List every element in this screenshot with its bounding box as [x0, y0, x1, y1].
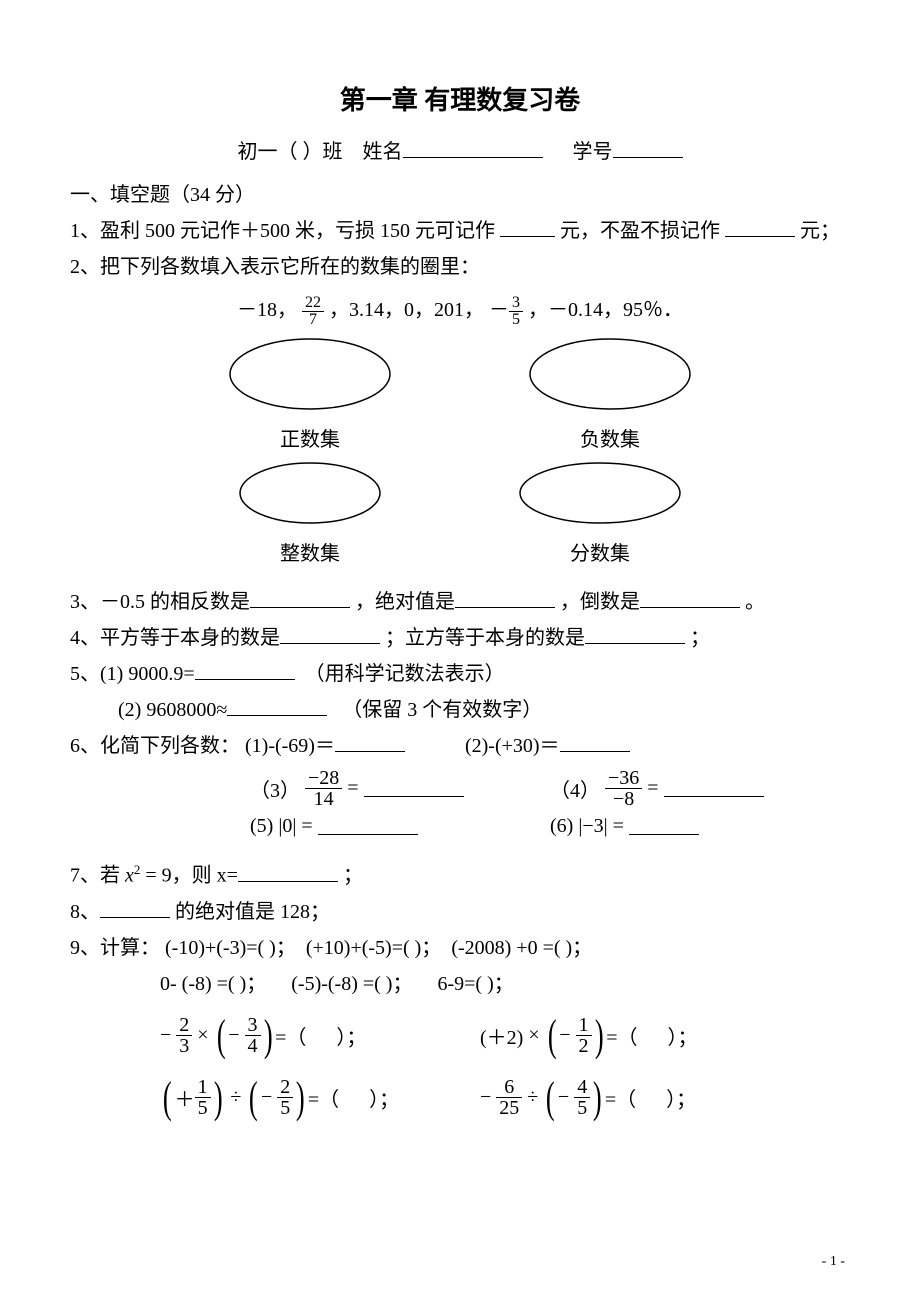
q7-blank[interactable] — [238, 864, 338, 882]
q9-line3: − 23 × ( − 34 ) =（ ）； (＋2) × ( − 12 ) =（… — [70, 1014, 850, 1058]
left-paren-icon: ( — [548, 1014, 557, 1058]
negative-set: 负数集 — [520, 334, 700, 452]
student-info-line: 初一（ ）班 姓名 学号 — [70, 135, 850, 164]
q9-line4: ( ＋ 15 ) ÷ ( − 25 ) =（ ）； − 625 ÷ ( − 45… — [70, 1076, 850, 1120]
q4-blank1[interactable] — [280, 626, 380, 644]
name-label: 姓名 — [363, 141, 403, 163]
q6-2-blank[interactable] — [560, 734, 630, 752]
left-paren-icon: ( — [216, 1014, 225, 1058]
positive-set: 正数集 — [220, 334, 400, 452]
q4-blank2[interactable] — [585, 626, 685, 644]
q3: 3、－0.5 的相反数是 ，绝对值是 ，倒数是 。 — [70, 586, 850, 618]
fraction-set: 分数集 — [510, 458, 690, 566]
right-paren-icon: ) — [263, 1014, 272, 1058]
q6-6-blank[interactable] — [629, 817, 699, 835]
id-label: 学号 — [573, 141, 613, 163]
section1-heading: 一、填空题（34 分） — [70, 178, 850, 207]
q6-34: （3） −2814 = （4） −36−8 = — [70, 768, 850, 809]
q8: 8、 的绝对值是 128； — [70, 896, 850, 928]
page-number: - 1 - — [822, 1254, 845, 1270]
name-blank[interactable] — [403, 140, 543, 158]
q6-4-blank[interactable] — [664, 779, 764, 797]
q8-blank[interactable] — [100, 900, 170, 918]
id-blank[interactable] — [613, 140, 683, 158]
page-title: 第一章 有理数复习卷 — [70, 80, 850, 117]
q5-2-blank[interactable] — [227, 698, 327, 716]
q3-blank2[interactable] — [455, 590, 555, 608]
frac-q6-4: −36−8 — [605, 768, 642, 809]
right-paren-icon: ) — [593, 1076, 602, 1120]
left-paren-icon: ( — [546, 1076, 555, 1120]
right-paren-icon: ) — [214, 1076, 223, 1120]
right-paren-icon: ) — [296, 1076, 305, 1120]
ellipse-icon — [510, 458, 690, 528]
frac-22-7: 227 — [302, 295, 324, 328]
q3-blank3[interactable] — [640, 590, 740, 608]
q1-blank1[interactable] — [500, 219, 555, 237]
right-paren-icon: ) — [594, 1014, 603, 1058]
q9-line2: 0- (-8) =( )； (-5)-(-8) =( )； 6-9=( )； — [70, 968, 850, 1000]
ellipse-icon — [220, 334, 400, 414]
q6-56: (5) |0| = (6) |−3| = — [70, 815, 850, 838]
left-paren-icon: ( — [249, 1076, 258, 1120]
q2-numbers: －18， 227 ，3.14，0，201， －35 ，－0.14，95％． — [70, 293, 850, 328]
q7: 7、若 x2 = 9，则 x= ； — [70, 854, 850, 892]
q9-line1: 9、计算： (-10)+(-3)=( )； (+10)+(-5)=( )； (-… — [70, 932, 850, 964]
q5-1: 5、(1) 9000.9= （用科学记数法表示） — [70, 658, 850, 690]
q6-3-blank[interactable] — [364, 779, 464, 797]
left-paren-icon: ( — [163, 1076, 172, 1120]
sets-row-1: 正数集 负数集 — [70, 334, 850, 452]
q2: 2、把下列各数填入表示它所在的数集的圈里： — [70, 251, 850, 283]
ellipse-icon — [230, 458, 390, 528]
frac-3-5: 35 — [509, 295, 523, 328]
q3-blank1[interactable] — [250, 590, 350, 608]
q4: 4、平方等于本身的数是 ；立方等于本身的数是 ； — [70, 622, 850, 654]
class-label: 初一（ ）班 — [238, 141, 343, 163]
ellipse-icon — [520, 334, 700, 414]
q1: 1、盈利 500 元记作＋500 米，亏损 150 元可记作 元，不盈不损记作 … — [70, 215, 850, 247]
q6-5-blank[interactable] — [318, 817, 418, 835]
q5-1-blank[interactable] — [195, 662, 295, 680]
q6: 6、化简下列各数： (1)-(-69)＝ (2)-(+30)＝ — [70, 730, 850, 762]
q1-blank2[interactable] — [725, 219, 795, 237]
integer-set: 整数集 — [230, 458, 390, 566]
q6-1-blank[interactable] — [335, 734, 405, 752]
q5-2: (2) 9608000≈ （保留 3 个有效数字） — [70, 694, 850, 726]
sets-row-2: 整数集 分数集 — [70, 458, 850, 566]
frac-q6-3: −2814 — [305, 768, 342, 809]
